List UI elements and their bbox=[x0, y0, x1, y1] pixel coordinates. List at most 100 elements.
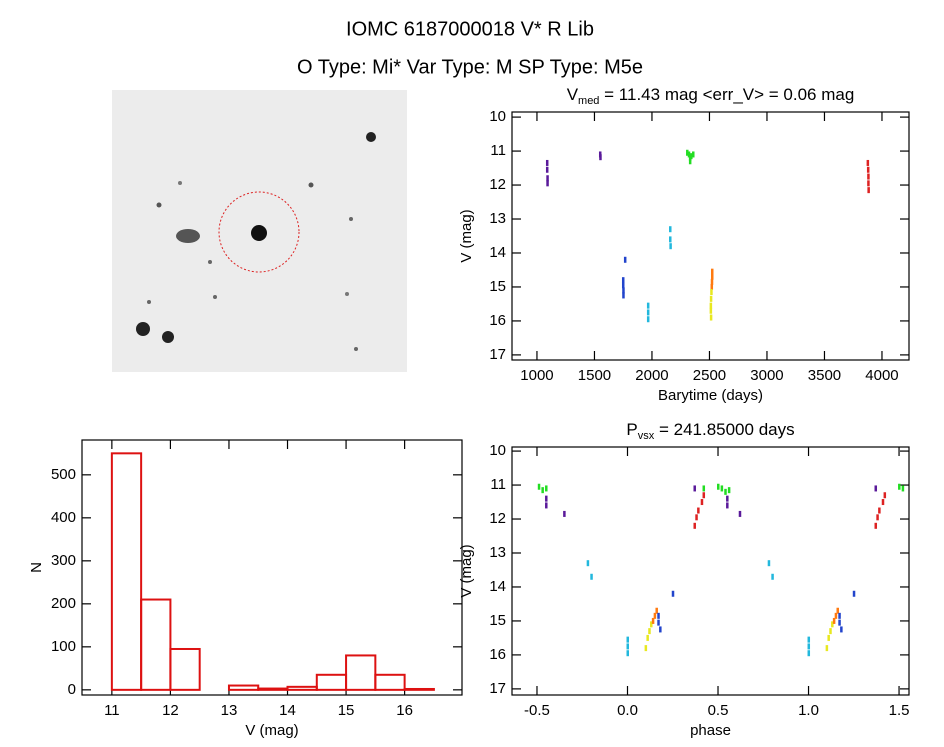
plot-title: Vmed = 11.43 mag <err_V> = 0.06 mag bbox=[567, 85, 855, 106]
y-tick-label: 300 bbox=[51, 552, 76, 569]
data-point bbox=[867, 187, 870, 194]
star bbox=[308, 182, 314, 188]
data-point bbox=[709, 302, 713, 309]
y-tick-label: 16 bbox=[489, 646, 506, 663]
data-point bbox=[840, 626, 843, 633]
data-point bbox=[693, 485, 696, 492]
x-tick-label: -0.5 bbox=[524, 702, 550, 719]
data-point bbox=[852, 590, 856, 597]
y-tick-label: 16 bbox=[489, 312, 506, 329]
data-point bbox=[686, 149, 689, 156]
histogram-bar bbox=[169, 647, 201, 691]
data-point bbox=[563, 510, 566, 517]
data-point bbox=[646, 302, 650, 309]
data-point bbox=[727, 487, 731, 494]
data-point bbox=[669, 226, 672, 233]
x-tick-label: 3000 bbox=[750, 367, 783, 384]
data-point bbox=[702, 492, 706, 499]
data-point bbox=[621, 277, 625, 284]
data-point bbox=[537, 483, 541, 490]
x-axis-label: phase bbox=[690, 722, 731, 739]
data-point bbox=[655, 607, 658, 614]
data-point bbox=[709, 307, 713, 314]
data-point bbox=[646, 309, 650, 316]
data-point bbox=[687, 151, 691, 158]
x-tick-label: 11 bbox=[104, 702, 120, 719]
figure-title: IOMC 6187000018 V* R Lib bbox=[346, 18, 594, 40]
y-axis-label: V (mag) bbox=[458, 209, 475, 262]
y-tick-label: 14 bbox=[489, 578, 506, 595]
data-point bbox=[867, 180, 870, 187]
data-point bbox=[832, 617, 836, 624]
title-part: = 241.85000 days bbox=[654, 420, 794, 439]
data-point bbox=[738, 510, 742, 517]
star bbox=[208, 260, 212, 264]
x-tick-label: 4000 bbox=[865, 367, 898, 384]
x-tick-label: 15 bbox=[338, 702, 355, 719]
histogram-bar bbox=[403, 687, 435, 691]
star bbox=[366, 132, 376, 142]
histogram-bar bbox=[140, 598, 172, 691]
x-tick-label: 0.5 bbox=[708, 702, 729, 719]
data-point bbox=[545, 166, 549, 173]
data-point bbox=[827, 634, 830, 641]
x-tick-label: 1.0 bbox=[798, 702, 819, 719]
figure-subtitle: O Type: Mi* Var Type: M SP Type: M5e bbox=[297, 56, 643, 78]
star bbox=[354, 347, 358, 351]
y-tick-label: 10 bbox=[489, 108, 506, 125]
y-tick-label: 13 bbox=[489, 544, 506, 561]
data-point bbox=[874, 522, 878, 529]
star bbox=[349, 217, 353, 221]
data-point bbox=[702, 485, 706, 492]
star bbox=[345, 292, 349, 296]
y-tick-label: 17 bbox=[489, 680, 506, 697]
data-point bbox=[767, 560, 771, 567]
x-tick-label: 12 bbox=[162, 702, 179, 719]
x-tick-label: 1500 bbox=[578, 367, 611, 384]
data-point bbox=[659, 626, 662, 633]
plot-frame bbox=[511, 446, 910, 696]
data-point bbox=[692, 151, 695, 158]
data-point bbox=[807, 636, 811, 643]
data-point bbox=[657, 612, 660, 619]
data-point bbox=[693, 522, 696, 529]
data-point bbox=[710, 273, 714, 280]
data-point bbox=[726, 502, 729, 509]
histogram-bar bbox=[227, 684, 260, 691]
data-point bbox=[898, 483, 901, 490]
data-point bbox=[807, 643, 811, 650]
x-tick-label: 2500 bbox=[693, 367, 726, 384]
y-tick-label: 17 bbox=[489, 346, 506, 363]
data-point bbox=[838, 612, 841, 619]
data-point bbox=[646, 316, 650, 323]
data-point bbox=[829, 628, 832, 635]
y-tick-label: 0 bbox=[68, 681, 76, 698]
data-point bbox=[720, 485, 724, 492]
data-point bbox=[623, 256, 627, 263]
data-point bbox=[621, 282, 625, 289]
data-point bbox=[690, 153, 693, 160]
y-tick-label: 400 bbox=[51, 509, 76, 526]
data-point bbox=[825, 645, 829, 652]
star bbox=[162, 331, 174, 343]
histogram-bar bbox=[315, 673, 348, 691]
data-point bbox=[866, 159, 870, 166]
data-point bbox=[650, 621, 653, 628]
data-point bbox=[648, 628, 651, 635]
data-point bbox=[834, 612, 838, 619]
data-point bbox=[836, 607, 839, 614]
data-point bbox=[838, 619, 841, 626]
y-tick-label: 15 bbox=[489, 278, 506, 295]
data-point bbox=[599, 154, 602, 161]
y-axis-label: V (mag) bbox=[458, 544, 475, 597]
target-circle bbox=[218, 191, 300, 273]
data-point bbox=[883, 492, 887, 499]
y-tick-label: 100 bbox=[51, 638, 76, 655]
data-point bbox=[866, 166, 870, 173]
data-point bbox=[545, 485, 548, 492]
histogram-bar bbox=[374, 673, 406, 691]
x-tick-label: 16 bbox=[396, 702, 413, 719]
y-tick-label: 12 bbox=[489, 176, 506, 193]
data-point bbox=[726, 495, 729, 502]
